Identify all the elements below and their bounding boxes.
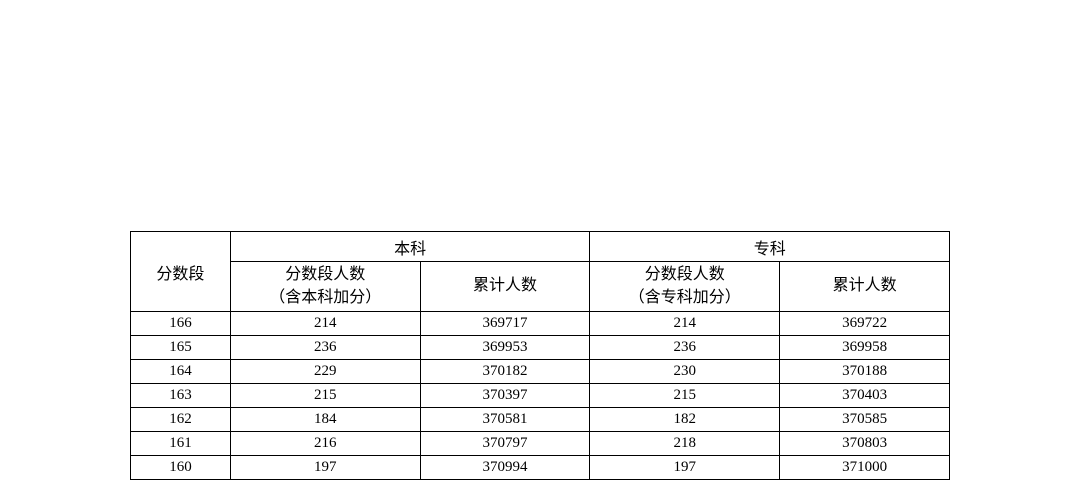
- cell-ug-cumulative: 370397: [420, 384, 590, 408]
- table-row: 161 216 370797 218 370803: [131, 432, 950, 456]
- table-row: 166 214 369717 214 369722: [131, 312, 950, 336]
- cell-voc-count: 218: [590, 432, 780, 456]
- cell-voc-count: 197: [590, 456, 780, 480]
- header-voc-cumulative: 累计人数: [780, 262, 950, 312]
- cell-voc-cumulative: 370188: [780, 360, 950, 384]
- cell-voc-count: 182: [590, 408, 780, 432]
- cell-voc-cumulative: 369722: [780, 312, 950, 336]
- header-voc-count: 分数段人数 （含专科加分）: [590, 262, 780, 312]
- cell-voc-cumulative: 369958: [780, 336, 950, 360]
- cell-ug-cumulative: 370797: [420, 432, 590, 456]
- cell-voc-count: 215: [590, 384, 780, 408]
- table-row: 163 215 370397 215 370403: [131, 384, 950, 408]
- header-vocational-group: 专科: [590, 232, 950, 262]
- cell-voc-count: 214: [590, 312, 780, 336]
- cell-score: 166: [131, 312, 231, 336]
- cell-voc-cumulative: 370403: [780, 384, 950, 408]
- cell-voc-cumulative: 370585: [780, 408, 950, 432]
- header-voc-count-line1: 分数段人数: [645, 266, 725, 283]
- header-ug-count-line2: （含本科加分）: [269, 289, 381, 306]
- cell-ug-count: 236: [230, 336, 420, 360]
- cell-score: 161: [131, 432, 231, 456]
- header-score-range: 分数段: [131, 232, 231, 312]
- cell-ug-cumulative: 370182: [420, 360, 590, 384]
- table-row: 160 197 370994 197 371000: [131, 456, 950, 480]
- table-row: 164 229 370182 230 370188: [131, 360, 950, 384]
- table-header: 分数段 本科 专科 分数段人数 （含本科加分） 累计人数 分数段人数 （含专科加…: [131, 232, 950, 312]
- cell-score: 163: [131, 384, 231, 408]
- cell-ug-count: 215: [230, 384, 420, 408]
- table-row: 162 184 370581 182 370585: [131, 408, 950, 432]
- cell-ug-cumulative: 369953: [420, 336, 590, 360]
- cell-ug-count: 214: [230, 312, 420, 336]
- cell-ug-count: 229: [230, 360, 420, 384]
- cell-voc-count: 230: [590, 360, 780, 384]
- cell-voc-cumulative: 371000: [780, 456, 950, 480]
- cell-ug-cumulative: 370994: [420, 456, 590, 480]
- table-body: 166 214 369717 214 369722 165 236 369953…: [131, 312, 950, 480]
- header-row-subcolumns: 分数段人数 （含本科加分） 累计人数 分数段人数 （含专科加分） 累计人数: [131, 262, 950, 312]
- header-ug-count-line1: 分数段人数: [285, 266, 365, 283]
- cell-score: 164: [131, 360, 231, 384]
- header-row-groups: 分数段 本科 专科: [131, 232, 950, 262]
- cell-ug-cumulative: 370581: [420, 408, 590, 432]
- score-table-container: 分数段 本科 专科 分数段人数 （含本科加分） 累计人数 分数段人数 （含专科加…: [130, 231, 950, 480]
- score-distribution-table: 分数段 本科 专科 分数段人数 （含本科加分） 累计人数 分数段人数 （含专科加…: [130, 231, 950, 480]
- cell-score: 165: [131, 336, 231, 360]
- header-ug-count: 分数段人数 （含本科加分）: [230, 262, 420, 312]
- cell-score: 162: [131, 408, 231, 432]
- cell-ug-cumulative: 369717: [420, 312, 590, 336]
- table-row: 165 236 369953 236 369958: [131, 336, 950, 360]
- cell-voc-cumulative: 370803: [780, 432, 950, 456]
- header-voc-count-line2: （含专科加分）: [629, 289, 741, 306]
- header-undergraduate-group: 本科: [230, 232, 590, 262]
- cell-score: 160: [131, 456, 231, 480]
- cell-ug-count: 197: [230, 456, 420, 480]
- cell-ug-count: 216: [230, 432, 420, 456]
- cell-voc-count: 236: [590, 336, 780, 360]
- cell-ug-count: 184: [230, 408, 420, 432]
- header-ug-cumulative: 累计人数: [420, 262, 590, 312]
